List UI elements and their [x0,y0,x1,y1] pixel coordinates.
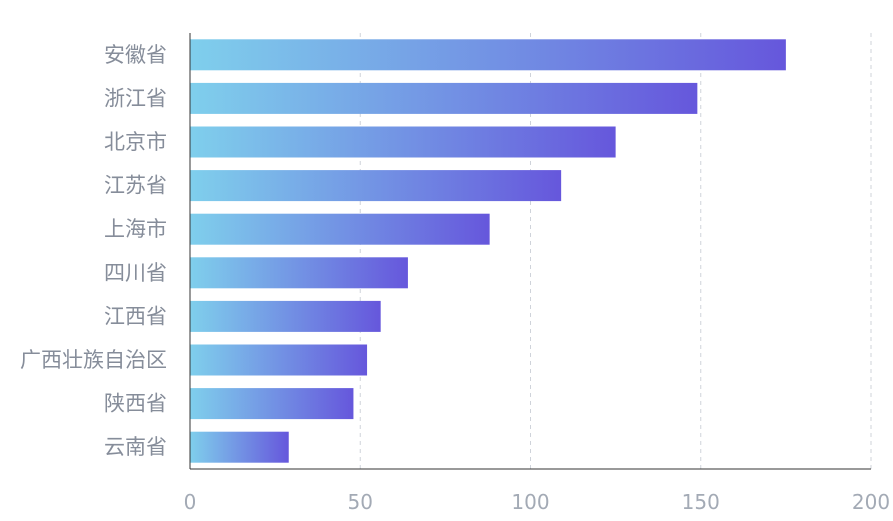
category-label: 江苏省 [104,174,167,198]
axes [189,33,871,470]
bars [190,39,786,463]
category-label: 江西省 [104,304,167,328]
x-tick-label: 150 [682,490,720,514]
category-label: 云南省 [104,435,167,459]
bar [190,431,289,463]
labels: 0 50 100 150 200 安徽省浙江省北京市江苏省上海市四川省江西省广西壮族自治区… [20,43,890,514]
category-label: 浙江省 [104,86,167,110]
category-label: 上海市 [104,217,167,241]
bar [190,82,698,114]
bar [190,170,562,202]
bar [190,213,490,245]
bar [190,388,354,420]
category-label: 安徽省 [104,43,167,67]
x-tick-label: 0 [184,490,197,514]
bar [190,126,616,158]
x-tick-label: 100 [511,490,549,514]
x-tick-label: 200 [852,490,890,514]
bar [190,300,381,332]
category-label: 北京市 [104,130,167,154]
bar [190,39,786,71]
bar [190,344,368,376]
category-label: 广西壮族自治区 [20,348,167,372]
x-tick-label: 50 [348,490,373,514]
category-label: 四川省 [104,261,167,285]
bar [190,257,408,289]
category-label: 陕西省 [104,392,167,416]
